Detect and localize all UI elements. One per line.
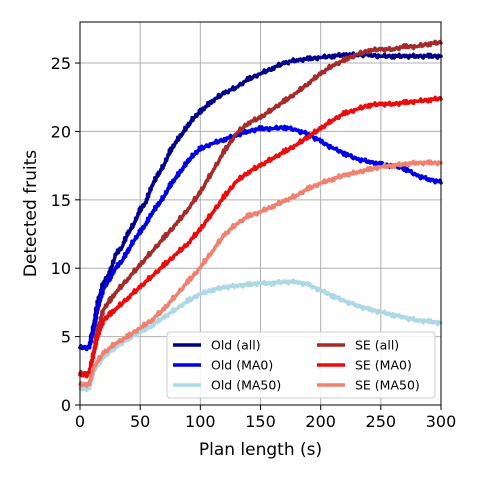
- legend-label: Old (MA0): [211, 358, 273, 373]
- grid-lines: [79, 22, 442, 406]
- legend-label: Old (MA50): [211, 378, 281, 393]
- x-axis-label: Plan length (s): [199, 440, 322, 460]
- y-axis-label: Detected fruits: [21, 150, 41, 277]
- series-line: [78, 278, 443, 393]
- x-tick-label: 200: [305, 412, 336, 431]
- legend-item: SE (MA50): [317, 378, 420, 393]
- legend-box: [166, 331, 436, 399]
- x-tick-label: 50: [130, 412, 150, 431]
- legend-label: SE (all): [355, 338, 399, 353]
- legend-item: Old (all): [173, 338, 261, 353]
- legend-label: SE (MA50): [355, 378, 420, 393]
- series-line: [78, 95, 443, 379]
- series-line: [78, 124, 443, 352]
- legend-item: Old (MA0): [173, 358, 273, 373]
- legend-label: SE (MA0): [355, 358, 412, 373]
- x-tick-label: 300: [426, 412, 457, 431]
- series-lines: [78, 39, 443, 393]
- x-tick-label: 0: [75, 412, 85, 431]
- y-tick-label: 10: [51, 259, 71, 278]
- y-tick-label: 0: [61, 396, 71, 415]
- y-tick-label: 15: [51, 191, 71, 210]
- x-tick-label: 250: [366, 412, 397, 431]
- x-tick-label: 150: [245, 412, 276, 431]
- legend-label: Old (all): [211, 338, 261, 353]
- series-line: [78, 159, 443, 389]
- series-line: [78, 39, 443, 378]
- legend-item: SE (MA0): [317, 358, 412, 373]
- axis-ticks: 0 50 100 150 200 250 300 0 5 10 15 20 25: [51, 54, 457, 431]
- legend: Old (all) Old (MA0) Old (MA50) SE (all) SE (…: [166, 331, 436, 399]
- x-tick-label: 100: [185, 412, 216, 431]
- legend-item: SE (all): [317, 338, 399, 353]
- y-tick-label: 20: [51, 122, 71, 141]
- y-tick-label: 5: [61, 328, 71, 347]
- legend-item: Old (MA50): [173, 378, 281, 393]
- y-tick-label: 25: [51, 54, 71, 73]
